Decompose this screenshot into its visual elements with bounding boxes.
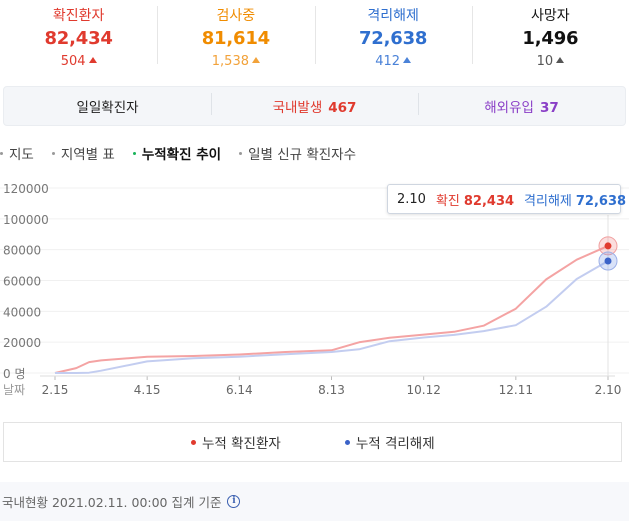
- tab-label: 일별 신규 확진자수: [248, 147, 357, 163]
- chart-tooltip: 2.10 확진 82,434 격리해제 72,638: [387, 184, 626, 214]
- chart-legend: 누적 확진환자 누적 격리해제: [3, 422, 622, 462]
- chart-svg: 120000 100000 80000 60000 40000 20000 0 명날짜 2.1…: [0, 182, 629, 397]
- tab-region-table[interactable]: 지역별 표: [51, 143, 115, 163]
- increase-arrow-icon: [251, 57, 260, 63]
- stat-change: 10: [472, 54, 629, 69]
- stat-label: 격리해제: [367, 8, 419, 24]
- stats-summary: 확진환자 82,434 504 검사중 81,614 1,538 격리해제 72…: [0, 0, 629, 76]
- marker-released: [604, 257, 612, 265]
- legend-label: 누적 격리해제: [355, 436, 435, 452]
- y-tick-label: 20000: [3, 336, 41, 350]
- tooltip-confirmed-value: 82,434: [463, 193, 515, 209]
- daily-label: 일일확진자: [4, 96, 211, 116]
- footer-text: 국내현황 2021.02.11. 00:00 집계 기준: [2, 495, 222, 510]
- stat-value: 1,496: [522, 28, 579, 49]
- stat-confirmed: 확진환자 82,434 504: [0, 0, 157, 76]
- tooltip-date: 2.10: [397, 191, 426, 207]
- x-tick-label: 6.14: [226, 383, 253, 397]
- stat-change: 412: [315, 54, 472, 69]
- overseas-value: 37: [539, 100, 559, 116]
- stat-change-value: 504: [60, 54, 86, 69]
- tab-cumulative-trend[interactable]: 누적확진 추이: [132, 143, 222, 163]
- bullet-icon: [239, 151, 243, 155]
- y-tick-label: 80000: [3, 244, 41, 258]
- marker-confirmed: [604, 242, 612, 250]
- x-tick-label: 2.10: [595, 383, 622, 397]
- legend-item-released[interactable]: 누적 격리해제: [344, 432, 435, 452]
- tab-daily-new[interactable]: 일별 신규 확진자수: [239, 143, 356, 163]
- x-axis-label: 날짜: [3, 383, 25, 397]
- stat-testing: 검사중 81,614 1,538: [157, 0, 314, 76]
- stat-label: 확진환자: [52, 8, 105, 24]
- tab-label: 누적확진 추이: [141, 147, 222, 163]
- bullet-icon: [51, 151, 55, 155]
- bullet-icon: [0, 151, 3, 155]
- tab-label: 지역별 표: [60, 147, 115, 163]
- legend-dot-icon: [191, 439, 196, 445]
- stat-value: 82,434: [44, 28, 113, 49]
- tooltip-confirmed: 확진 82,434: [436, 190, 514, 209]
- tooltip-released-label: 격리해제: [524, 193, 572, 209]
- daily-overseas: 해외유입 37: [418, 93, 625, 116]
- increase-arrow-icon: [88, 57, 97, 63]
- stat-label: 사망자: [531, 8, 570, 24]
- y-tick-label: 0 명: [3, 367, 26, 381]
- legend-dot-icon: [344, 439, 350, 445]
- stat-label: 검사중: [216, 8, 256, 24]
- y-tick-label: 120000: [3, 182, 49, 196]
- daily-title: 일일확진자: [76, 100, 139, 116]
- x-tick-label: 4.15: [134, 383, 161, 397]
- bullet-icon: [132, 151, 136, 155]
- domestic-value: 467: [328, 100, 357, 116]
- stat-change-value: 412: [375, 54, 401, 69]
- domestic-label: 국내발생: [272, 100, 323, 116]
- tooltip-released: 격리해제 72,638: [524, 190, 626, 209]
- x-tick-label: 2.15: [42, 383, 69, 397]
- footer: 국내현황 2021.02.11. 00:00 집계 기준 i: [0, 482, 629, 521]
- legend-label: 누적 확진환자: [202, 436, 281, 452]
- daily-domestic: 국내발생 467: [211, 93, 418, 116]
- stat-change: 504: [0, 54, 157, 69]
- increase-arrow-icon: [403, 57, 412, 63]
- legend-item-confirmed[interactable]: 누적 확진환자: [191, 432, 281, 452]
- stat-change-value: 1,538: [211, 54, 249, 69]
- x-tick-label: 12.11: [499, 383, 533, 397]
- tab-label: 지도: [9, 147, 34, 163]
- y-tick-label: 100000: [3, 213, 49, 227]
- tab-map[interactable]: 지도: [0, 143, 34, 163]
- stat-deaths: 사망자 1,496 10: [471, 0, 629, 76]
- series-line-confirmed: [54, 244, 609, 374]
- x-tick-label: 10.12: [406, 383, 440, 397]
- tooltip-released-value: 72,638: [575, 193, 627, 209]
- stat-change-value: 10: [536, 54, 554, 69]
- stat-value: 72,638: [358, 28, 428, 49]
- series-line-released: [55, 260, 609, 374]
- increase-arrow-icon: [556, 57, 565, 63]
- info-icon[interactable]: i: [227, 495, 241, 508]
- daily-confirmed-box: 일일확진자 국내발생 467 해외유입 37: [3, 86, 626, 126]
- y-tick-label: 60000: [3, 275, 41, 289]
- stat-change: 1,538: [157, 54, 314, 69]
- tooltip-confirmed-label: 확진: [435, 193, 460, 209]
- chart-tabs: 지도 지역별 표 누적확진 추이 일별 신규 확진자수: [0, 143, 374, 163]
- x-tick-label: 8.13: [318, 383, 345, 397]
- y-tick-label: 40000: [3, 305, 41, 319]
- stat-released: 격리해제 72,638 412: [314, 0, 472, 76]
- stat-value: 81,614: [201, 28, 270, 49]
- overseas-label: 해외유입: [484, 100, 534, 116]
